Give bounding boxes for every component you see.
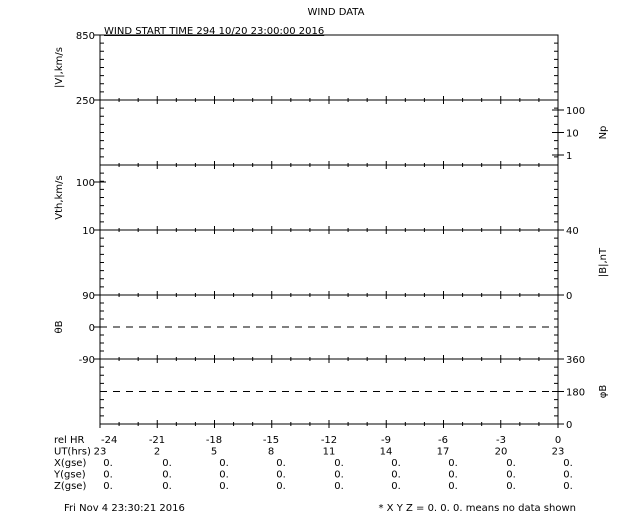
y-tick-label: 1 [566,151,572,162]
y-tick-label: 850 [76,31,95,42]
table-cell: 0. [334,470,344,481]
table-cell: 5 [211,447,217,458]
table-cell: 0. [391,470,401,481]
table-cell: 0 [555,435,561,446]
table-row-label: rel HR [54,435,85,446]
y-tick-label: 10 [566,129,579,140]
y-tick-label: 180 [566,388,585,399]
y-tick-label: 0 [566,420,572,431]
table-cell: 23 [94,447,107,458]
table-cell: 0. [219,458,229,469]
table-cell: 8 [268,447,274,458]
y-tick-label: 100 [76,178,95,189]
table-cell: 0. [506,470,516,481]
table-cell: 0. [103,458,113,469]
table-cell: 0. [276,458,286,469]
table-cell: 0. [391,481,401,492]
panel-frame-3 [99,164,559,231]
y-axis-label-5: θB [54,320,65,333]
panel-frame-2 [99,99,559,166]
table-row-label: Y(gse) [53,470,86,481]
table-cell: 20 [495,447,508,458]
table-cell: 17 [437,447,450,458]
table-cell: 0. [334,458,344,469]
table-cell: 0. [506,481,516,492]
chart-title: WIND DATA [308,7,365,18]
table-cell: -9 [381,435,391,446]
y-tick-label: 10 [82,226,95,237]
table-cell: 0. [219,481,229,492]
table-cell: -18 [206,435,222,446]
table-cell: 11 [323,447,336,458]
y-tick-label: 90 [82,291,95,302]
chart-subtitle: WIND START TIME 294 10/20 23:00:00 2016 [104,26,324,37]
y-axis-label-4: |B|,nT [598,247,609,277]
table-cell: -6 [438,435,448,446]
y-axis-label-1: |V|,km/s [54,47,65,88]
table-cell: 0. [448,458,458,469]
table-cell: 0. [334,481,344,492]
table-cell: -15 [263,435,279,446]
table-row-label: UT(hrs) [54,447,91,458]
table-cell: 0. [276,481,286,492]
y-tick-label: 250 [76,96,95,107]
table-cell: 14 [380,447,393,458]
table-cell: 0. [448,481,458,492]
y-tick-label: 0 [566,291,572,302]
table-cell: -3 [496,435,506,446]
table-cell: 0. [563,458,573,469]
table-cell: 0. [219,470,229,481]
table-cell: -12 [321,435,337,446]
table-cell: 23 [552,447,565,458]
y-tick-label: 100 [566,106,585,117]
y-tick-label: 360 [566,355,585,366]
table-cell: 2 [154,447,160,458]
table-cell: 0. [103,481,113,492]
panel-frame-4 [99,229,559,296]
y-tick-label: 40 [566,226,579,237]
y-axis-label-2: Np [598,126,609,140]
table-cell: 0. [103,470,113,481]
y-tick-label: -90 [79,355,95,366]
panel-frame-1 [99,34,559,101]
y-axis-label-3: Vth,km/s [54,175,65,219]
table-row-label: Z(gse) [54,481,86,492]
table-cell: 0. [506,458,516,469]
table-cell: 0. [162,481,172,492]
y-axis-label-6: φB [598,385,609,399]
table-cell: 0. [391,458,401,469]
table-cell: 0. [448,470,458,481]
table-cell: 0. [162,458,172,469]
table-cell: 0. [563,481,573,492]
table-cell: 0. [162,470,172,481]
y-tick-label: 0 [89,323,95,334]
table-cell: 0. [563,470,573,481]
table-cell: 0. [276,470,286,481]
table-row-label: X(gse) [54,458,86,469]
footer-note: * X Y Z = 0. 0. 0. means no data shown [378,503,576,512]
table-cell: -24 [101,435,117,446]
table-cell: -21 [149,435,165,446]
footer-timestamp: Fri Nov 4 23:30:21 2016 [64,503,185,512]
